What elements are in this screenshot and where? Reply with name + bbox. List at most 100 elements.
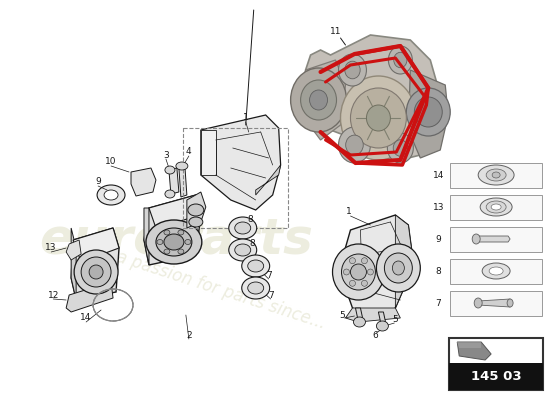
Polygon shape — [306, 35, 440, 160]
Ellipse shape — [157, 240, 163, 244]
Polygon shape — [355, 308, 364, 322]
Bar — [183, 128, 288, 228]
Polygon shape — [201, 130, 216, 175]
Bar — [450, 291, 542, 316]
Ellipse shape — [486, 201, 506, 213]
Ellipse shape — [350, 264, 366, 280]
Polygon shape — [378, 312, 387, 326]
Polygon shape — [301, 60, 345, 140]
Text: euroParts: euroParts — [39, 216, 313, 264]
Ellipse shape — [146, 220, 202, 264]
Text: 3: 3 — [163, 150, 169, 160]
Ellipse shape — [189, 217, 203, 227]
Ellipse shape — [472, 234, 480, 244]
Ellipse shape — [89, 265, 103, 279]
Text: 13: 13 — [46, 244, 57, 252]
Ellipse shape — [376, 244, 420, 292]
Ellipse shape — [387, 133, 414, 163]
Polygon shape — [73, 228, 119, 262]
Text: 14: 14 — [80, 314, 92, 322]
Ellipse shape — [340, 76, 416, 160]
Polygon shape — [256, 165, 280, 195]
Bar — [449, 363, 543, 390]
Polygon shape — [395, 215, 412, 308]
Text: 9: 9 — [436, 234, 441, 244]
Polygon shape — [169, 168, 179, 194]
Ellipse shape — [478, 165, 514, 185]
Text: 6: 6 — [372, 332, 378, 340]
Polygon shape — [144, 195, 201, 265]
Ellipse shape — [248, 260, 263, 272]
Ellipse shape — [507, 299, 513, 307]
Ellipse shape — [367, 269, 373, 275]
Ellipse shape — [165, 190, 175, 198]
Ellipse shape — [229, 217, 257, 239]
Ellipse shape — [486, 169, 506, 181]
Ellipse shape — [178, 230, 184, 235]
Text: 5: 5 — [393, 316, 398, 324]
Text: 11: 11 — [330, 28, 341, 36]
Bar — [450, 259, 542, 284]
Ellipse shape — [474, 298, 482, 308]
Ellipse shape — [333, 244, 384, 300]
Polygon shape — [187, 192, 206, 228]
Ellipse shape — [235, 244, 251, 256]
Text: 8: 8 — [250, 238, 256, 248]
Ellipse shape — [242, 255, 270, 277]
Text: 7: 7 — [266, 270, 272, 280]
Bar — [450, 163, 542, 188]
Polygon shape — [201, 115, 280, 210]
Text: 12: 12 — [47, 290, 59, 300]
Ellipse shape — [388, 46, 412, 74]
Polygon shape — [476, 299, 512, 307]
Polygon shape — [408, 70, 448, 158]
Ellipse shape — [392, 261, 404, 275]
Ellipse shape — [482, 263, 510, 279]
Ellipse shape — [229, 239, 257, 261]
Ellipse shape — [338, 127, 371, 163]
Ellipse shape — [393, 140, 408, 156]
Ellipse shape — [188, 204, 204, 216]
Ellipse shape — [235, 222, 251, 234]
Ellipse shape — [492, 172, 500, 178]
Text: 5: 5 — [339, 310, 345, 320]
Ellipse shape — [480, 198, 512, 216]
Polygon shape — [343, 215, 412, 318]
Polygon shape — [457, 342, 481, 348]
Text: 8: 8 — [436, 266, 441, 276]
Text: 7: 7 — [268, 290, 273, 300]
Text: 1: 1 — [243, 114, 249, 122]
Ellipse shape — [310, 90, 328, 110]
Ellipse shape — [178, 249, 184, 254]
Polygon shape — [345, 308, 400, 322]
Ellipse shape — [164, 230, 170, 235]
Ellipse shape — [361, 280, 367, 286]
Text: 2: 2 — [186, 330, 192, 340]
Ellipse shape — [104, 190, 118, 200]
Ellipse shape — [491, 204, 501, 210]
Ellipse shape — [361, 258, 367, 264]
Polygon shape — [71, 228, 119, 300]
Ellipse shape — [81, 257, 111, 287]
Polygon shape — [457, 342, 491, 360]
Polygon shape — [131, 168, 156, 196]
Text: 8: 8 — [248, 216, 254, 224]
Text: 1: 1 — [345, 208, 351, 216]
Bar — [449, 338, 543, 390]
Text: 9: 9 — [95, 178, 101, 186]
Polygon shape — [66, 282, 113, 312]
Ellipse shape — [346, 135, 363, 155]
Ellipse shape — [242, 277, 270, 299]
Ellipse shape — [394, 52, 407, 68]
Ellipse shape — [176, 162, 188, 170]
Text: 10: 10 — [105, 158, 117, 166]
Polygon shape — [71, 228, 76, 300]
Ellipse shape — [349, 258, 355, 264]
Ellipse shape — [74, 250, 118, 294]
Ellipse shape — [366, 105, 390, 131]
Text: a passion for parts since...: a passion for parts since... — [114, 248, 328, 332]
Ellipse shape — [414, 97, 442, 127]
Ellipse shape — [350, 88, 406, 148]
Text: 4: 4 — [186, 148, 192, 156]
Polygon shape — [149, 195, 201, 228]
